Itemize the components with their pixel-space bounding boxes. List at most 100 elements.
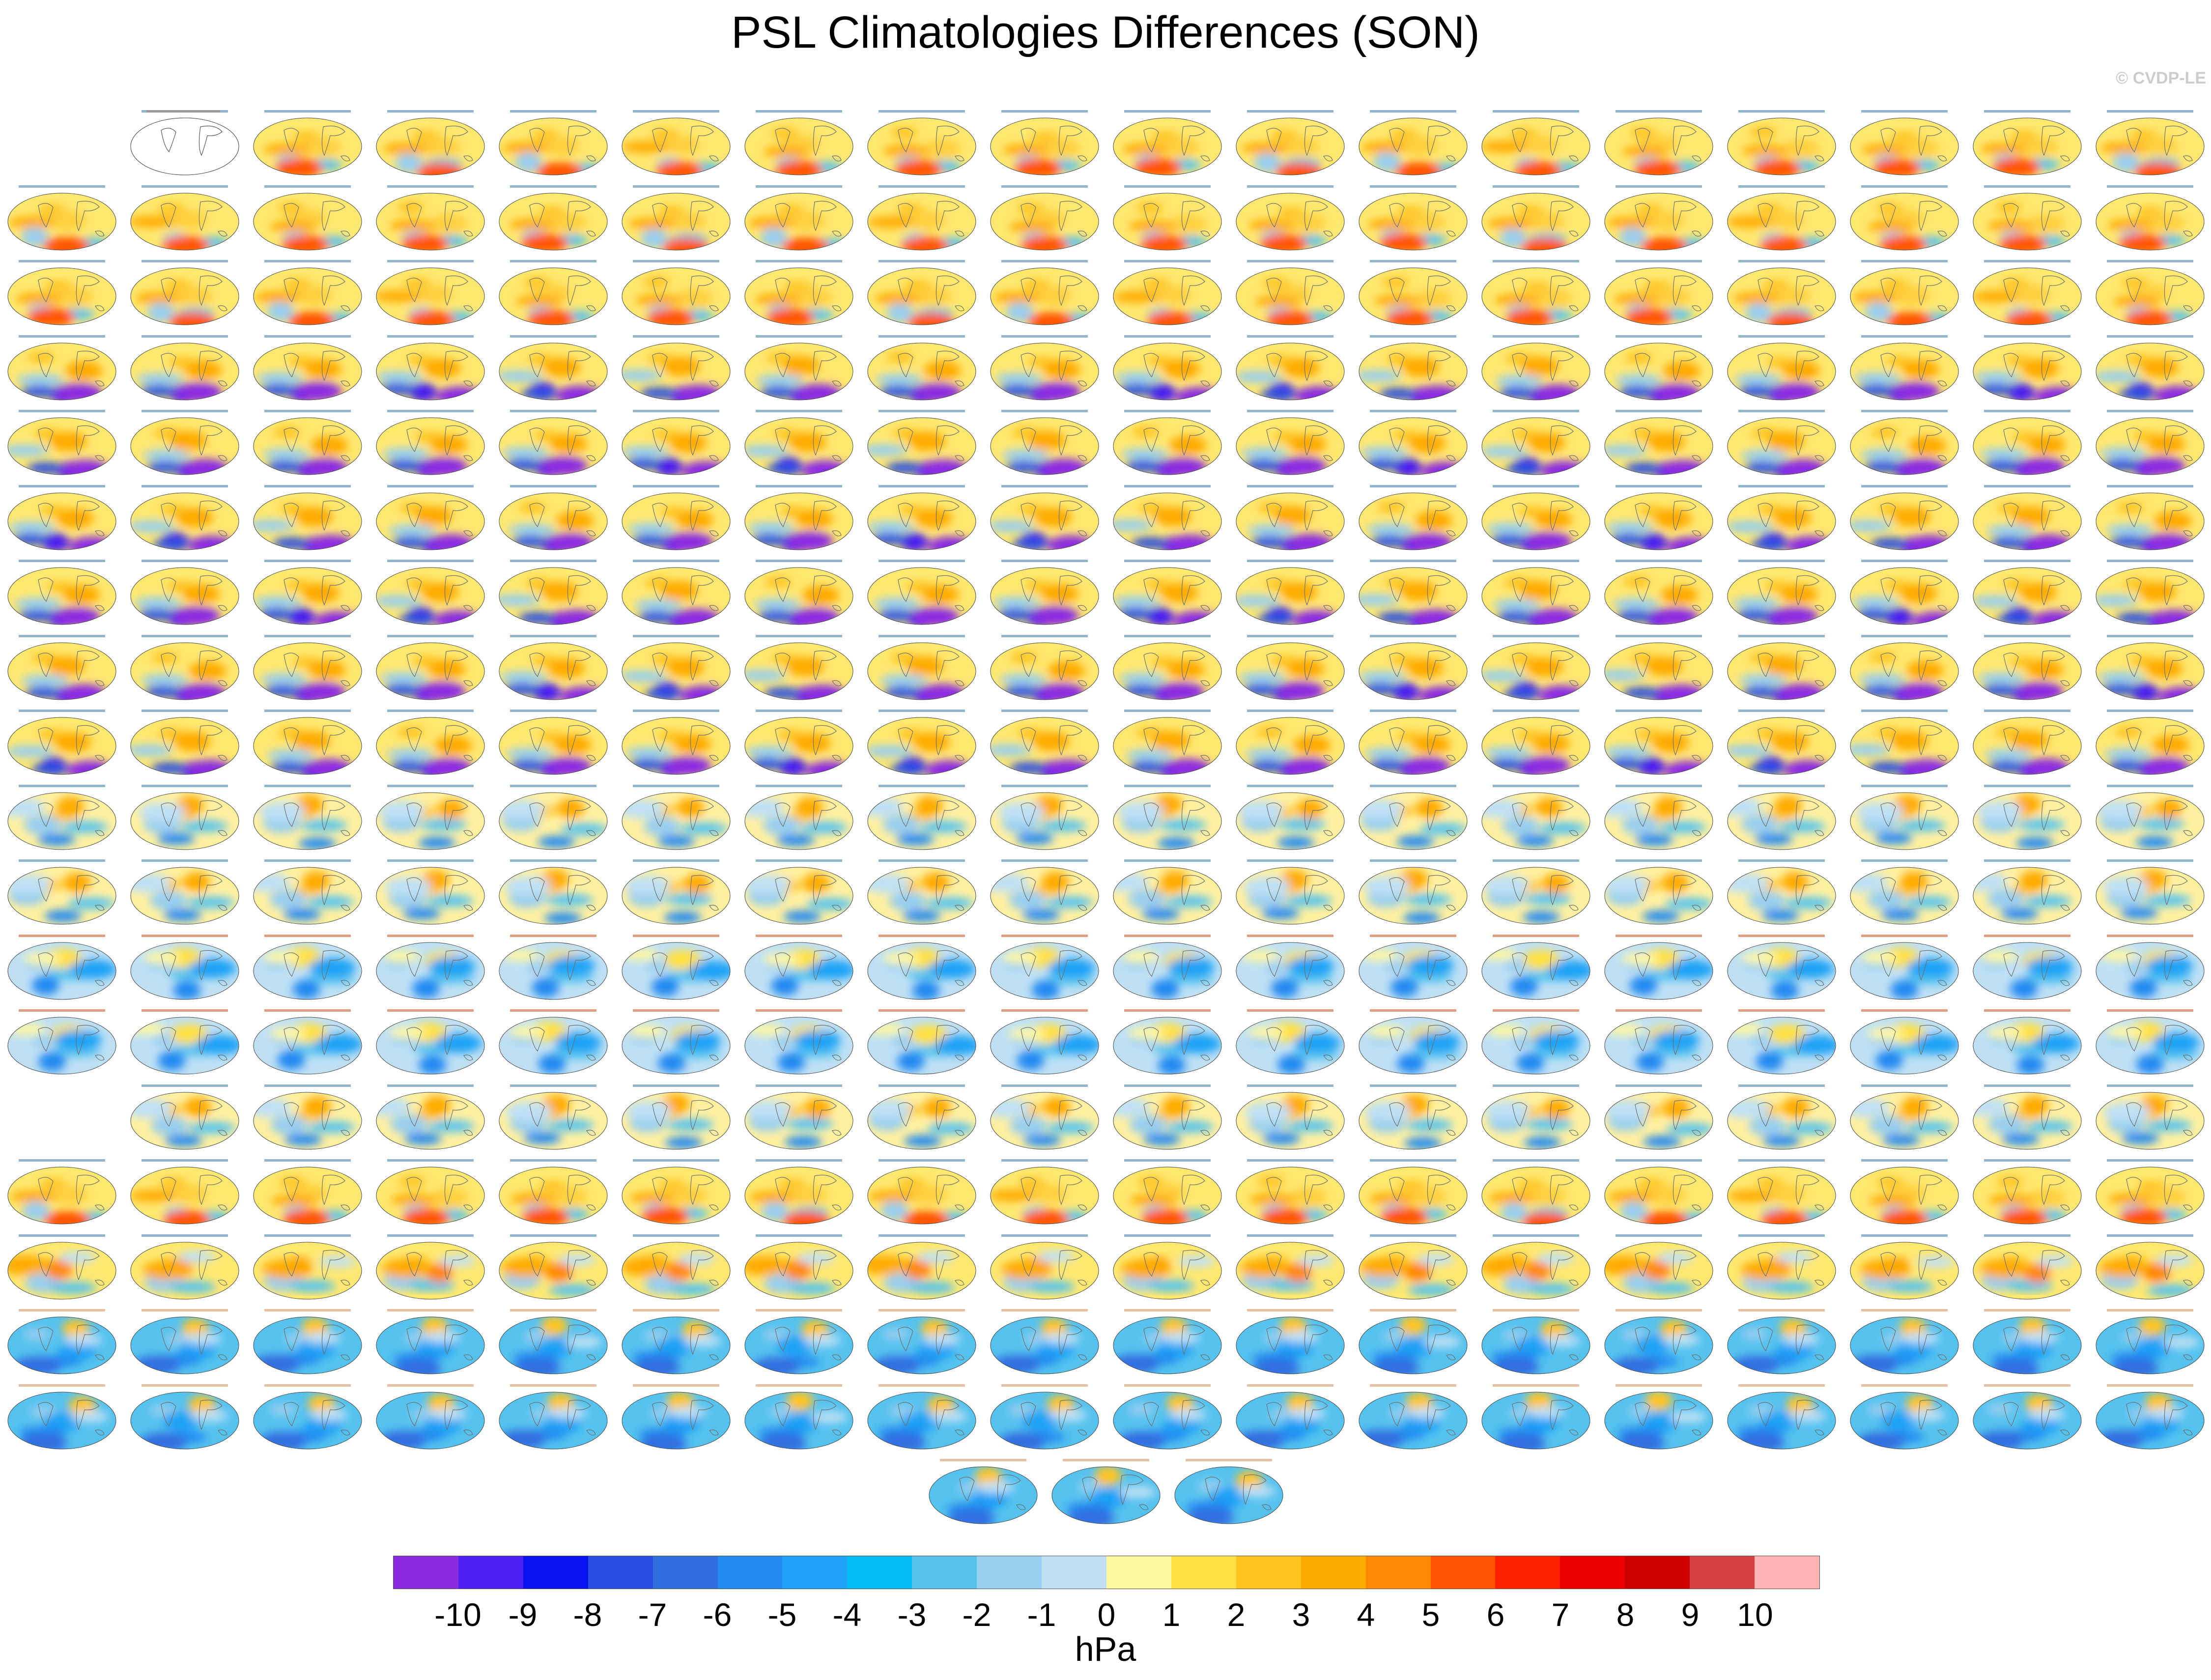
panel-caption: [1616, 110, 1702, 113]
map-panel: [1355, 928, 1478, 1002]
colorbar-tick-label: -5: [767, 1596, 797, 1633]
panel-caption: [1001, 185, 1088, 188]
panel-caption: [1247, 859, 1333, 862]
panel-caption: [1124, 859, 1211, 862]
map-panel: [1969, 1302, 2092, 1377]
panel-caption: [1738, 710, 1825, 712]
panel-caption: [1984, 560, 2070, 562]
panel-caption: [19, 1309, 105, 1311]
map-panel: [250, 403, 372, 478]
panel-caption: [1001, 1309, 1088, 1311]
panel-caption: [1616, 1384, 1702, 1387]
panel-caption: [264, 1009, 351, 1012]
panel-caption: [1861, 859, 1948, 862]
colorbar-tick-label: 6: [1486, 1596, 1505, 1633]
panel-caption: [1124, 484, 1211, 487]
map-panel: [2092, 928, 2211, 1002]
panel-caption: [19, 185, 105, 188]
map-panel: [1478, 1002, 1601, 1077]
panel-caption: [756, 260, 842, 262]
panel-caption: [633, 1084, 719, 1087]
map-panel: [618, 1302, 741, 1377]
panel-caption: [2107, 484, 2193, 487]
map-panel: [1969, 478, 2092, 553]
panel-caption: [633, 1384, 719, 1387]
panel-caption: [1124, 1084, 1211, 1087]
map-panel: [2092, 328, 2211, 403]
map-panel: [495, 403, 618, 478]
colorbar-units: hPa: [1075, 1630, 1136, 1668]
panel-caption: [264, 934, 351, 937]
map-panel: [372, 628, 495, 703]
map-panel: [1232, 628, 1355, 703]
panel-caption: [1616, 484, 1702, 487]
map-panel: [495, 1227, 618, 1302]
panel-caption: [510, 110, 596, 113]
panel-caption: [1616, 185, 1702, 188]
panel-caption: [1616, 1009, 1702, 1012]
panel-caption: [756, 1009, 842, 1012]
map-panel: [618, 553, 741, 627]
map-panel: [1724, 1002, 1846, 1077]
map-panel: [618, 1377, 741, 1452]
map-panel: [250, 628, 372, 703]
panel-caption: [1001, 110, 1088, 113]
panel-caption: [264, 784, 351, 787]
colorbar-swatch: [1690, 1556, 1755, 1589]
map-panel: [4, 628, 127, 703]
panel-caption: [387, 934, 474, 937]
map-panel: [372, 178, 495, 253]
panel-caption: [2107, 1084, 2193, 1087]
panel-caption: [264, 859, 351, 862]
colorbar-tick-label: -6: [703, 1596, 732, 1633]
map-panel: [2092, 553, 2211, 627]
panel-caption: [510, 484, 596, 487]
map-panel: [4, 703, 127, 777]
map-panel: [2092, 778, 2211, 853]
panel-caption: [1984, 1384, 2070, 1387]
panel-caption: [1001, 484, 1088, 487]
map-panel: [1109, 1377, 1232, 1452]
map-panel: [1232, 928, 1355, 1002]
panel-caption: [633, 110, 719, 113]
map-panel: [741, 853, 864, 927]
map-panel: [741, 778, 864, 853]
map-panel: [250, 328, 372, 403]
panel-caption: [2107, 560, 2193, 562]
map-panel: [741, 928, 864, 1002]
map-panel: [127, 328, 250, 403]
map-panel: [1601, 103, 1724, 178]
panel-caption: [1861, 1234, 1948, 1237]
panel-caption: [142, 410, 228, 412]
map-panel: [618, 1078, 741, 1152]
map-panel: [1232, 553, 1355, 627]
panel-caption: [1247, 185, 1333, 188]
map-panel: [1724, 1377, 1846, 1452]
map-panel: [618, 403, 741, 478]
panel-caption: [1063, 1459, 1149, 1461]
map-panel: [250, 1002, 372, 1077]
panel-caption: [879, 560, 965, 562]
map-panel: [1478, 328, 1601, 403]
panel-caption: [1861, 110, 1948, 113]
map-panel: [250, 1152, 372, 1227]
map-panel: [987, 1377, 1109, 1452]
map-panel: [987, 553, 1109, 627]
panel-caption: [633, 1159, 719, 1162]
map-panel: [987, 478, 1109, 553]
map-panel: [1601, 1078, 1724, 1152]
panel-caption: [264, 335, 351, 338]
panel-caption: [264, 410, 351, 412]
panel-caption: [264, 710, 351, 712]
map-panel: [1232, 478, 1355, 553]
panel-caption: [1370, 859, 1456, 862]
panel-caption: [1493, 710, 1579, 712]
panel-caption: [1738, 1159, 1825, 1162]
reference-map-panel: [127, 103, 250, 178]
map-panel: [864, 1002, 987, 1077]
map-panel: [1232, 178, 1355, 253]
panel-caption: [879, 410, 965, 412]
panel-caption: [1247, 484, 1333, 487]
map-panel: [1232, 1377, 1355, 1452]
map-panel: [1724, 703, 1846, 777]
